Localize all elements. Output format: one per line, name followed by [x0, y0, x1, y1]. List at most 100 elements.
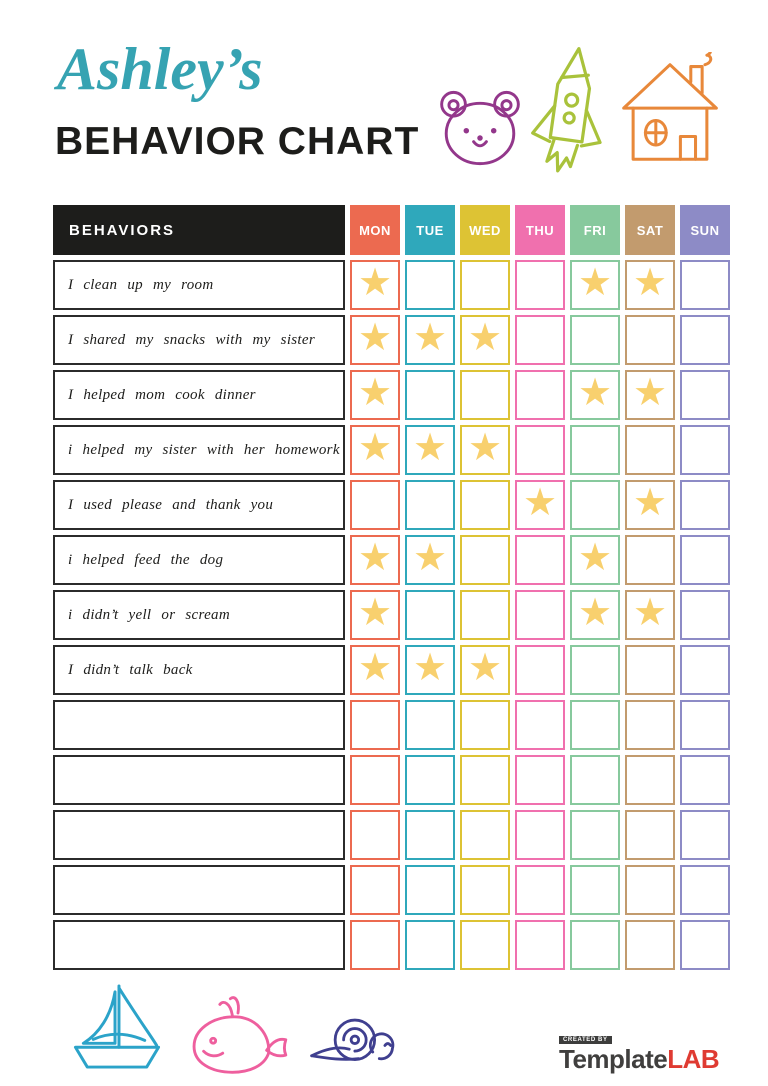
behavior-row-label: [53, 755, 345, 805]
day-cell: [350, 865, 400, 915]
day-cell: [515, 920, 565, 970]
day-cell: [350, 755, 400, 805]
day-cell: [570, 315, 620, 365]
day-cell: [350, 810, 400, 860]
day-cell: [680, 260, 730, 310]
day-header-wed: WED: [460, 205, 510, 255]
day-cell: [625, 425, 675, 475]
day-cell: ★: [350, 535, 400, 585]
behavior-row-label: [53, 920, 345, 970]
star-icon: ★: [577, 592, 613, 634]
day-cell: [405, 590, 455, 640]
star-icon: ★: [412, 427, 448, 469]
day-cell: [405, 700, 455, 750]
sailboat-icon: [66, 980, 168, 1074]
day-cell: [460, 755, 510, 805]
day-cell: [460, 590, 510, 640]
day-cell: [625, 645, 675, 695]
star-icon: ★: [412, 537, 448, 579]
day-cell: [680, 425, 730, 475]
day-cell: [515, 700, 565, 750]
day-header-mon: MON: [350, 205, 400, 255]
day-cell: [625, 700, 675, 750]
star-icon: ★: [357, 647, 393, 689]
day-cell: ★: [350, 260, 400, 310]
day-cell: [680, 920, 730, 970]
day-cell: [460, 480, 510, 530]
day-cell: ★: [460, 315, 510, 365]
rocket-icon: [528, 42, 612, 182]
day-cell: [460, 810, 510, 860]
day-cell: [680, 370, 730, 420]
day-cell: ★: [625, 370, 675, 420]
snail-icon: [306, 1006, 400, 1068]
day-cell: [515, 865, 565, 915]
star-icon: ★: [467, 427, 503, 469]
day-cell: [460, 370, 510, 420]
star-icon: ★: [467, 647, 503, 689]
behavior-row-label: I helped mom cook dinner: [53, 370, 345, 420]
behavior-row-label: I clean up my room: [53, 260, 345, 310]
star-icon: ★: [357, 372, 393, 414]
day-cell: [570, 865, 620, 915]
day-cell: [515, 755, 565, 805]
day-cell: [515, 645, 565, 695]
star-icon: ★: [577, 262, 613, 304]
behaviors-column-header: BEHAVIORS: [53, 205, 345, 255]
day-cell: [350, 920, 400, 970]
behavior-row-label: I used please and thank you: [53, 480, 345, 530]
day-cell: ★: [570, 535, 620, 585]
day-cell: [515, 260, 565, 310]
day-header-sat: SAT: [625, 205, 675, 255]
day-cell: [405, 480, 455, 530]
behavior-row-label: I shared my snacks with my sister: [53, 315, 345, 365]
star-icon: ★: [577, 537, 613, 579]
star-icon: ★: [357, 537, 393, 579]
day-cell: ★: [625, 590, 675, 640]
star-icon: ★: [357, 592, 393, 634]
day-cell: ★: [405, 645, 455, 695]
day-cell: ★: [350, 645, 400, 695]
day-cell: [570, 425, 620, 475]
behavior-row-label: I didn’t talk back: [53, 645, 345, 695]
day-cell: ★: [350, 370, 400, 420]
day-cell: ★: [350, 315, 400, 365]
star-icon: ★: [467, 317, 503, 359]
day-cell: [625, 920, 675, 970]
star-icon: ★: [632, 482, 668, 524]
day-cell: ★: [350, 425, 400, 475]
templatelab-logo: CREATED BY TemplateLAB: [559, 1028, 720, 1073]
day-cell: [460, 865, 510, 915]
star-icon: ★: [577, 372, 613, 414]
day-cell: [515, 810, 565, 860]
behavior-row-label: [53, 865, 345, 915]
page-title-name: Ashley’s: [57, 36, 263, 102]
behavior-row-label: i helped feed the dog: [53, 535, 345, 585]
day-cell: [570, 810, 620, 860]
star-icon: ★: [357, 317, 393, 359]
behavior-row-label: i helped my sister with her homework: [53, 425, 345, 475]
day-cell: [570, 755, 620, 805]
day-cell: [680, 315, 730, 365]
day-cell: [680, 810, 730, 860]
day-cell: [460, 535, 510, 585]
day-cell: [350, 700, 400, 750]
day-cell: [460, 920, 510, 970]
day-cell: [680, 865, 730, 915]
day-cell: [350, 480, 400, 530]
day-cell: [680, 480, 730, 530]
day-cell: [515, 370, 565, 420]
day-cell: [515, 535, 565, 585]
day-cell: ★: [405, 425, 455, 475]
behavior-row-label: [53, 700, 345, 750]
day-header-thu: THU: [515, 205, 565, 255]
day-cell: [625, 810, 675, 860]
day-cell: [625, 865, 675, 915]
day-cell: [405, 920, 455, 970]
day-cell: [680, 755, 730, 805]
behavior-row-label: i didn’t yell or scream: [53, 590, 345, 640]
house-icon: [618, 52, 722, 170]
day-cell: [570, 645, 620, 695]
day-cell: ★: [570, 370, 620, 420]
behavior-row-label: [53, 810, 345, 860]
